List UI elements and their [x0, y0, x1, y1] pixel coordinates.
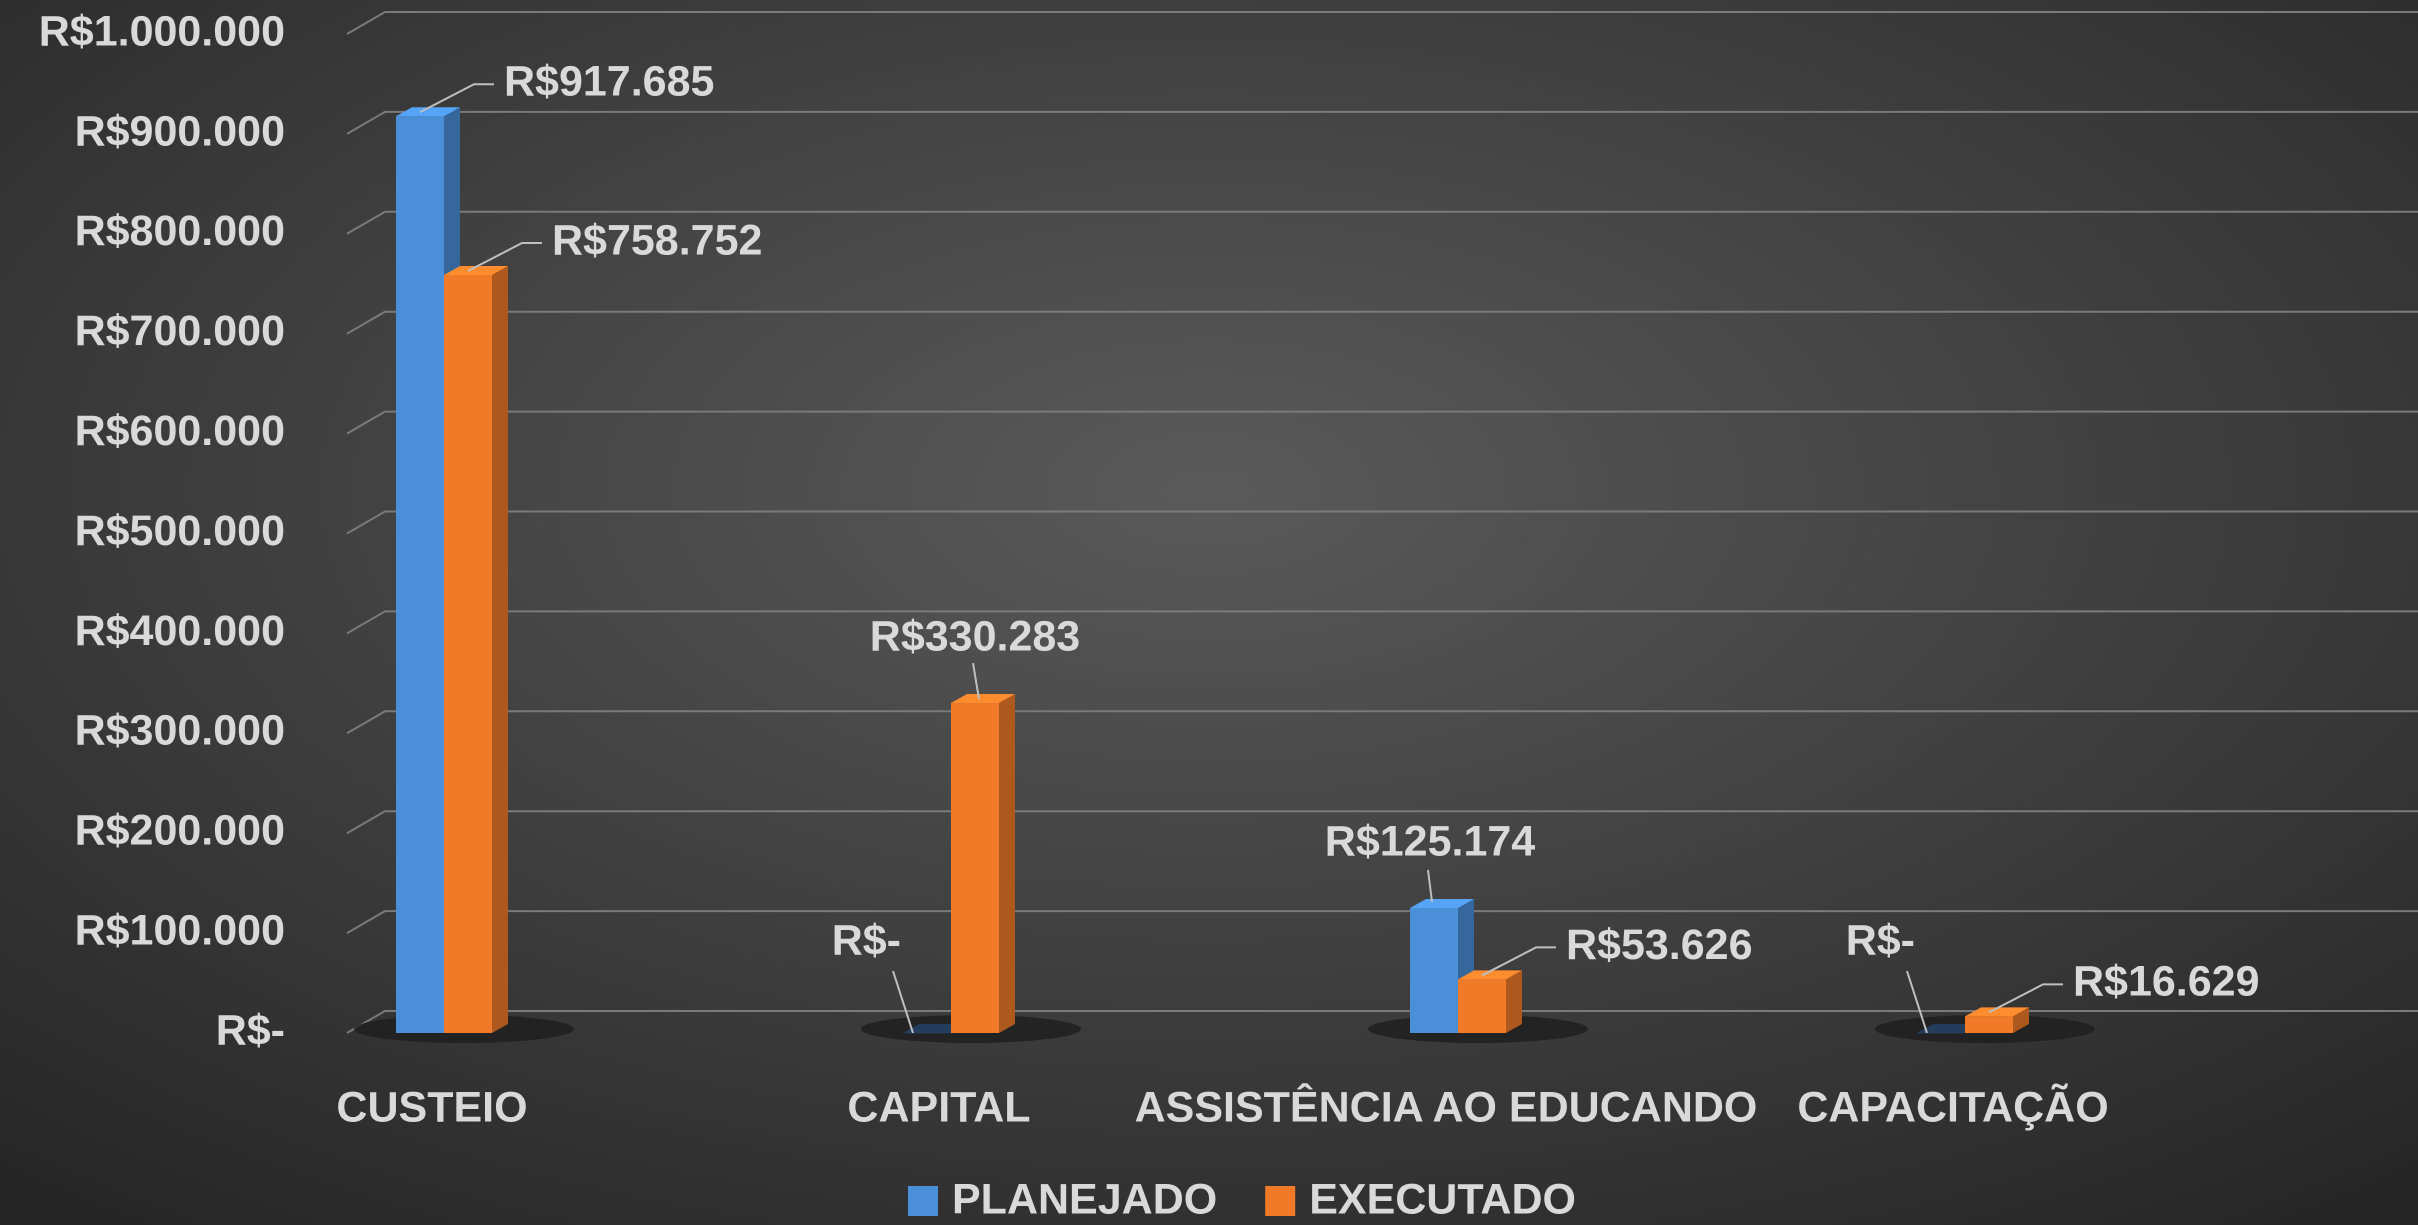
- y-tick-label: R$600.000: [75, 407, 285, 455]
- grid-line: [346, 410, 2418, 435]
- bar-side: [492, 266, 508, 1034]
- bar-top: [1458, 970, 1522, 980]
- data-label: R$125.174: [1325, 817, 1535, 865]
- grid-line: [346, 610, 2418, 635]
- bar-top: [951, 694, 1015, 704]
- x-tick-label: ASSISTÊNCIA AO EDUCANDO: [1135, 1082, 1758, 1131]
- data-label: R$-: [832, 916, 901, 964]
- bar-side: [999, 694, 1015, 1033]
- grid-line: [346, 11, 2418, 35]
- grid-line: [346, 510, 2418, 535]
- bar: [1458, 979, 1506, 1033]
- x-tick-label: CAPACITAÇÃO: [1797, 1083, 2108, 1131]
- leader-line: [1427, 869, 1433, 903]
- bar: [1410, 907, 1458, 1033]
- y-tick-label: R$300.000: [75, 707, 285, 755]
- bar-top: [396, 107, 460, 117]
- bar-top: [1965, 1007, 2029, 1017]
- leader-line: [1988, 983, 2063, 1014]
- bar: [951, 703, 999, 1033]
- grid-line: [346, 310, 2418, 335]
- legend-label: EXECUTADO: [1309, 1175, 1576, 1223]
- data-label: R$758.752: [552, 216, 762, 264]
- grid-line: [346, 710, 2418, 735]
- leader-line: [972, 662, 980, 700]
- bar: [903, 1033, 951, 1034]
- grid-line: [346, 210, 2418, 235]
- x-tick-label: CAPITAL: [847, 1083, 1030, 1131]
- legend-label: PLANEJADO: [952, 1175, 1217, 1223]
- leader-line: [467, 242, 542, 272]
- data-label: R$-: [1846, 916, 1915, 964]
- data-label: R$16.629: [2073, 958, 2260, 1006]
- bar: [444, 275, 492, 1034]
- leader-line: [892, 970, 914, 1034]
- y-tick-label: R$100.000: [75, 906, 285, 954]
- y-tick-label: R$900.000: [75, 107, 285, 155]
- y-tick-label: R$400.000: [75, 607, 285, 655]
- bar-side: [2013, 1007, 2029, 1033]
- grid-line: [346, 110, 2418, 135]
- leader-line: [1906, 970, 1928, 1034]
- leader-line: [419, 83, 494, 114]
- y-tick-label: R$1.000.000: [39, 7, 285, 55]
- bar: [1917, 1033, 1965, 1034]
- grid-line: [346, 910, 2418, 934]
- bar: [396, 116, 444, 1034]
- y-tick-label: R$500.000: [75, 507, 285, 555]
- data-label: R$917.685: [504, 58, 714, 106]
- y-tick-label: R$200.000: [75, 807, 285, 855]
- data-label: R$330.283: [870, 612, 1080, 660]
- y-tick-label: R$800.000: [75, 207, 285, 255]
- y-tick-label: R$700.000: [75, 307, 285, 355]
- bar: [1965, 1016, 2013, 1033]
- data-label: R$53.626: [1566, 921, 1753, 969]
- x-tick-label: CUSTEIO: [336, 1083, 527, 1131]
- bar-side: [1506, 970, 1522, 1033]
- bar-top: [444, 266, 508, 276]
- legend-swatch: [908, 1186, 938, 1216]
- leader-line: [1481, 946, 1556, 977]
- grid-line: [346, 810, 2418, 835]
- legend-swatch: [1265, 1186, 1296, 1216]
- y-tick-label: R$-: [216, 1006, 285, 1054]
- bar-top: [1410, 898, 1474, 908]
